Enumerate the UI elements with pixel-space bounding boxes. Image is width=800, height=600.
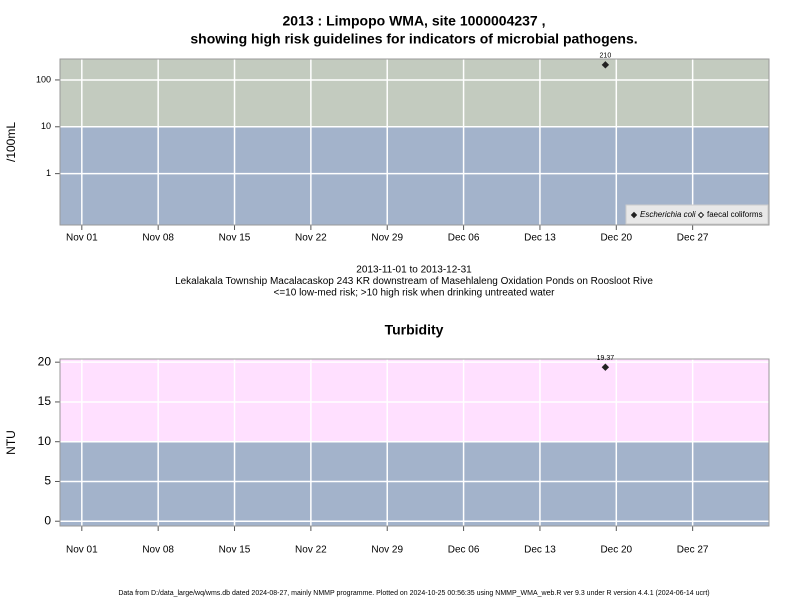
chart-title: Turbidity	[385, 322, 444, 338]
low-risk-band	[60, 441, 769, 526]
data-label: 19.37	[597, 355, 615, 362]
y-tick-label: 5	[44, 474, 51, 488]
y-tick-label: 10	[38, 434, 52, 448]
y-axis-label: /100mL	[4, 122, 18, 162]
x-tick-label: Dec 13	[524, 233, 556, 244]
high-risk-band	[60, 59, 769, 127]
legend-label: Escherichia coli	[640, 210, 696, 219]
x-tick-label: Nov 08	[142, 233, 174, 244]
legend-marker	[630, 211, 638, 219]
x-tick-label: Nov 01	[66, 545, 98, 556]
data-point	[601, 61, 610, 69]
x-tick-label: Nov 22	[295, 233, 327, 244]
plot-frame	[59, 58, 770, 226]
chart-title: showing high risk guidelines for indicat…	[190, 31, 637, 47]
chart-title: 2013 : Limpopo WMA, site 1000004237 ,	[283, 13, 546, 29]
high-risk-band	[60, 359, 769, 442]
y-tick-label: 10	[41, 121, 51, 131]
x-tick-label: Nov 15	[219, 233, 251, 244]
x-tick-label: Nov 29	[371, 233, 403, 244]
data-point	[601, 363, 610, 371]
x-tick-label: Nov 29	[371, 545, 403, 556]
x-tick-label: Nov 08	[142, 545, 174, 556]
legend-box	[625, 204, 769, 225]
y-tick-label: 20	[38, 354, 52, 368]
x-tick-label: Nov 01	[66, 233, 98, 244]
note: Lekalakala Township Macalacaskop 243 KR …	[175, 276, 653, 287]
y-tick-label: 100	[36, 74, 51, 84]
x-tick-label: Dec 27	[677, 545, 709, 556]
y-tick-label: 1	[46, 168, 51, 178]
note: 2013-11-01 to 2013-12-31	[356, 265, 472, 276]
y-tick-label: 0	[44, 513, 51, 527]
x-tick-label: Nov 15	[219, 545, 251, 556]
x-tick-label: Dec 13	[524, 545, 556, 556]
legend-label: faecal coliforms	[707, 210, 763, 219]
x-tick-label: Nov 22	[295, 545, 327, 556]
note: <=10 low-med risk; >10 high risk when dr…	[274, 288, 556, 299]
x-tick-label: Dec 20	[600, 233, 632, 244]
x-tick-label: Dec 06	[448, 545, 480, 556]
y-axis-label: NTU	[4, 430, 18, 455]
plot-frame	[59, 358, 770, 527]
legend-marker	[697, 211, 705, 219]
x-tick-label: Dec 06	[448, 233, 480, 244]
y-tick-label: 15	[38, 394, 52, 408]
data-label: 210	[600, 53, 612, 60]
x-tick-label: Dec 27	[677, 233, 709, 244]
x-tick-label: Dec 20	[600, 545, 632, 556]
footer: Data from D:/data_large/wq/wms.db dated …	[118, 590, 709, 597]
